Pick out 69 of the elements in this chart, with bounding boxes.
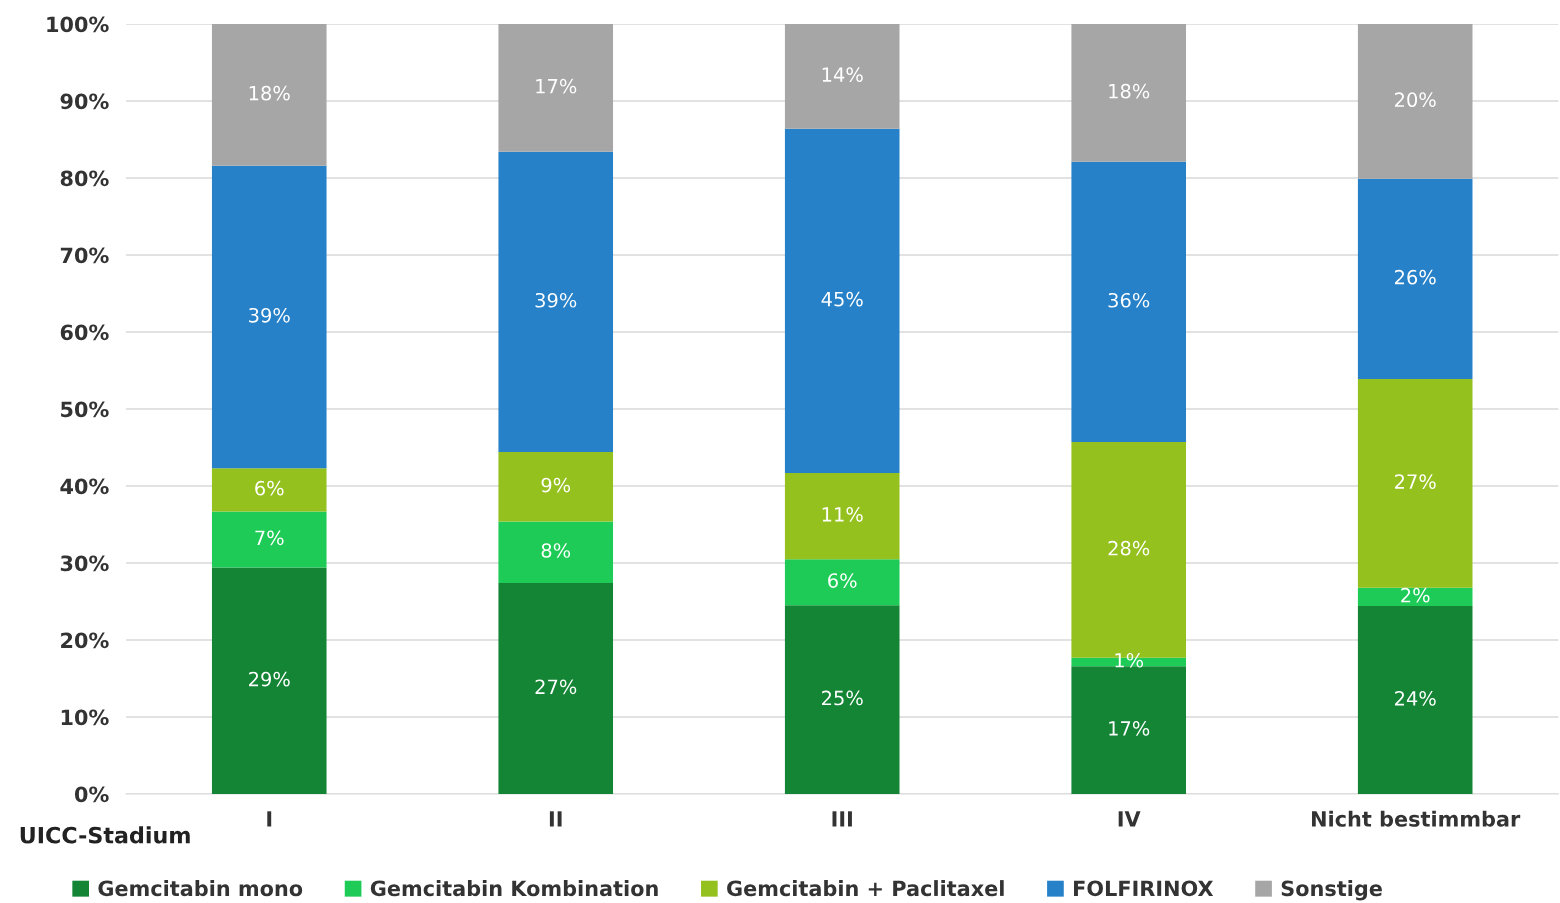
data-label: 7% [255,530,284,546]
bar [498,151,614,453]
bar [784,472,900,560]
bar [1071,24,1187,162]
data-label: 26% [1395,269,1436,285]
data-label: 29% [249,671,290,687]
data-label: 25% [822,690,863,706]
x-axis-title: UICC-Stadium [20,826,190,844]
x-tick-label: Nicht bestimmbar [1312,810,1521,827]
bar [498,521,614,584]
bar [1071,161,1187,443]
bar [1357,587,1473,607]
data-label: 39% [535,292,577,308]
y-tick-label: 0% [74,786,109,803]
bar [211,165,327,469]
data-label: 24% [1395,690,1436,706]
y-tick-label: 50% [61,401,109,418]
data-label: 8% [541,543,571,558]
legend-label: FOLFIRINOX [1074,880,1214,897]
y-tick-label: 60% [60,324,109,341]
data-label: 6% [255,480,284,496]
bar [498,452,614,522]
x-tick-label: I [267,811,272,827]
data-label: 28% [1108,540,1150,556]
x-tick-label: II [549,811,562,827]
data-label: 45% [821,291,863,307]
y-tick-label: 10% [61,709,109,726]
bar [1071,666,1187,794]
data-label: 17% [1109,721,1150,736]
bar [211,567,327,794]
bar [211,24,327,166]
data-label: 9% [541,477,571,493]
legend-label: Gemcitabin Kombination [370,880,658,897]
data-label: 2% [1401,587,1430,603]
y-tick-label: 70% [60,247,109,264]
data-label: 27% [535,679,577,695]
data-label: 6% [828,573,857,588]
y-tick-label: 100% [47,16,109,33]
bar [784,559,900,606]
data-label: 39% [249,307,290,323]
y-tick-label: 30% [60,555,109,572]
x-tick-label: IV [1118,811,1141,827]
data-label: 11% [822,506,863,522]
data-label: 17% [536,78,577,94]
legend-label: Sonstige [1281,880,1382,901]
x-tick-label: III [832,811,852,827]
y-tick-label: 90% [60,93,109,110]
legend-label: Gemcitabin + Paclitaxel [727,880,1004,897]
bar [211,468,327,512]
bar [784,605,900,794]
data-label: 36% [1108,292,1150,308]
legend-label: Gemcitabin mono [98,880,303,897]
y-tick-label: 80% [60,170,109,187]
bar [1357,24,1473,179]
data-label: 20% [1395,92,1436,108]
bar [784,128,900,473]
data-label: 27% [1395,474,1436,489]
bar [498,583,614,794]
y-tick-label: 20% [61,632,109,649]
y-tick-label: 40% [60,478,109,495]
data-label: 14% [822,67,863,82]
data-label: 18% [1109,83,1150,99]
bar [211,511,327,568]
bar [1357,178,1473,379]
data-label: 18% [249,85,290,101]
bar [1357,378,1473,588]
bar [784,24,900,129]
bar [498,24,614,152]
bar [1357,606,1473,794]
